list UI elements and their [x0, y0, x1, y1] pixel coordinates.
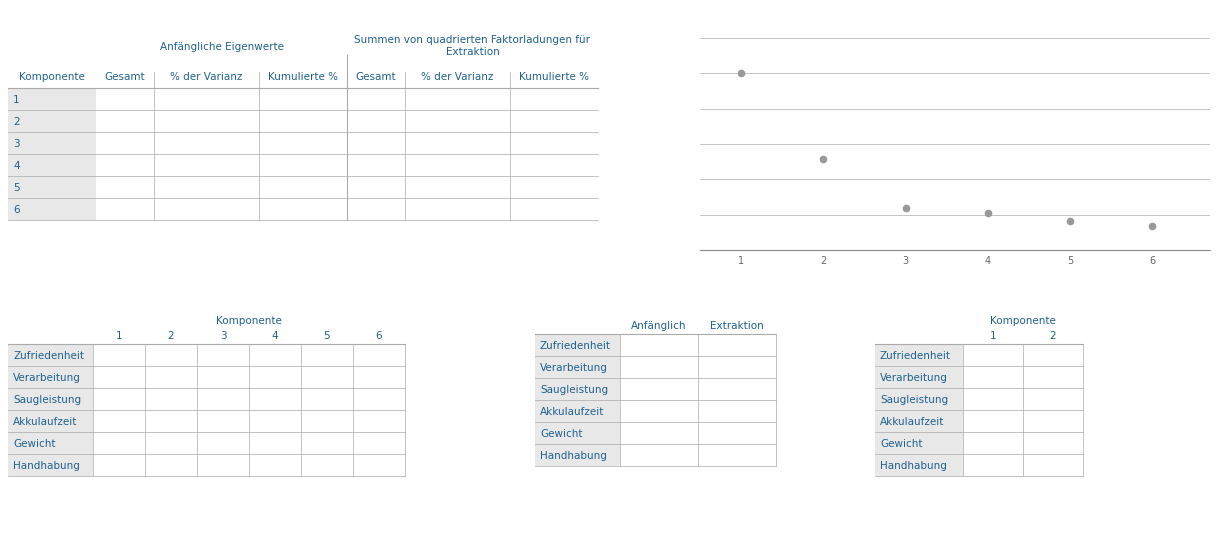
Bar	[9, 176, 96, 198]
Text: Gesamt: Gesamt	[356, 72, 396, 82]
Text: Anfängliche Eigenwerte: Anfängliche Eigenwerte	[160, 42, 284, 52]
Text: Anfänglich: Anfänglich	[631, 321, 687, 331]
Text: Verarbeitung: Verarbeitung	[879, 373, 948, 383]
Bar	[875, 454, 963, 476]
Text: 1: 1	[13, 95, 19, 105]
Text: 2: 2	[13, 117, 19, 127]
Text: 3: 3	[13, 139, 19, 149]
Bar	[875, 366, 963, 388]
Text: Saugleistung: Saugleistung	[540, 385, 608, 395]
Bar	[535, 334, 620, 356]
Bar	[9, 132, 96, 154]
Bar	[875, 432, 963, 454]
Bar	[535, 400, 620, 422]
Text: 6: 6	[375, 331, 382, 341]
Text: Handhabung: Handhabung	[540, 451, 607, 461]
Text: Verarbeitung: Verarbeitung	[540, 363, 608, 373]
Text: Extraktion: Extraktion	[710, 321, 764, 331]
Text: Saugleistung: Saugleistung	[13, 395, 82, 405]
Bar	[875, 388, 963, 410]
Text: 1: 1	[990, 331, 996, 341]
Text: Komponente: Komponente	[19, 72, 85, 82]
Text: Gewicht: Gewicht	[13, 439, 56, 449]
Text: Saugleistung: Saugleistung	[879, 395, 948, 405]
Text: % der Varianz: % der Varianz	[171, 72, 242, 82]
Bar	[9, 344, 93, 366]
Bar	[9, 154, 96, 176]
Text: 6: 6	[13, 205, 19, 215]
Text: Kumulierte %: Kumulierte %	[519, 72, 590, 82]
Text: Akkulaufzeit: Akkulaufzeit	[879, 417, 944, 427]
Text: Handhabung: Handhabung	[13, 461, 80, 471]
Text: Kumulierte %: Kumulierte %	[268, 72, 339, 82]
Bar	[9, 454, 93, 476]
Text: Komponente: Komponente	[990, 316, 1056, 326]
Text: Gewicht: Gewicht	[540, 429, 582, 439]
Text: Gewicht: Gewicht	[879, 439, 922, 449]
Bar	[9, 366, 93, 388]
Text: 5: 5	[324, 331, 330, 341]
Text: Akkulaufzeit: Akkulaufzeit	[540, 407, 604, 417]
Text: 5: 5	[13, 183, 19, 193]
Bar	[9, 432, 93, 454]
Text: Verarbeitung: Verarbeitung	[13, 373, 80, 383]
Text: % der Varianz: % der Varianz	[421, 72, 493, 82]
Bar	[9, 110, 96, 132]
Bar	[9, 88, 96, 110]
Text: Zufriedenheit: Zufriedenheit	[13, 351, 84, 361]
Text: Handhabung: Handhabung	[879, 461, 946, 471]
Bar	[535, 356, 620, 378]
Text: Zufriedenheit: Zufriedenheit	[879, 351, 951, 361]
Text: Zufriedenheit: Zufriedenheit	[540, 341, 611, 351]
Bar	[535, 444, 620, 466]
Bar	[535, 378, 620, 400]
Text: Gesamt: Gesamt	[105, 72, 145, 82]
Text: Komponente: Komponente	[216, 316, 281, 326]
Bar	[875, 410, 963, 432]
Bar	[9, 388, 93, 410]
Text: 1: 1	[116, 331, 122, 341]
Text: 4: 4	[13, 161, 19, 171]
Text: Akkulaufzeit: Akkulaufzeit	[13, 417, 78, 427]
Bar	[9, 198, 96, 220]
Text: 2: 2	[168, 331, 174, 341]
Text: 4: 4	[272, 331, 278, 341]
Text: 3: 3	[219, 331, 227, 341]
Text: 2: 2	[1050, 331, 1056, 341]
Bar	[9, 410, 93, 432]
Bar	[875, 344, 963, 366]
Text: Summen von quadrierten Faktorladungen für
Extraktion: Summen von quadrierten Faktorladungen fü…	[354, 35, 591, 56]
Bar	[535, 422, 620, 444]
